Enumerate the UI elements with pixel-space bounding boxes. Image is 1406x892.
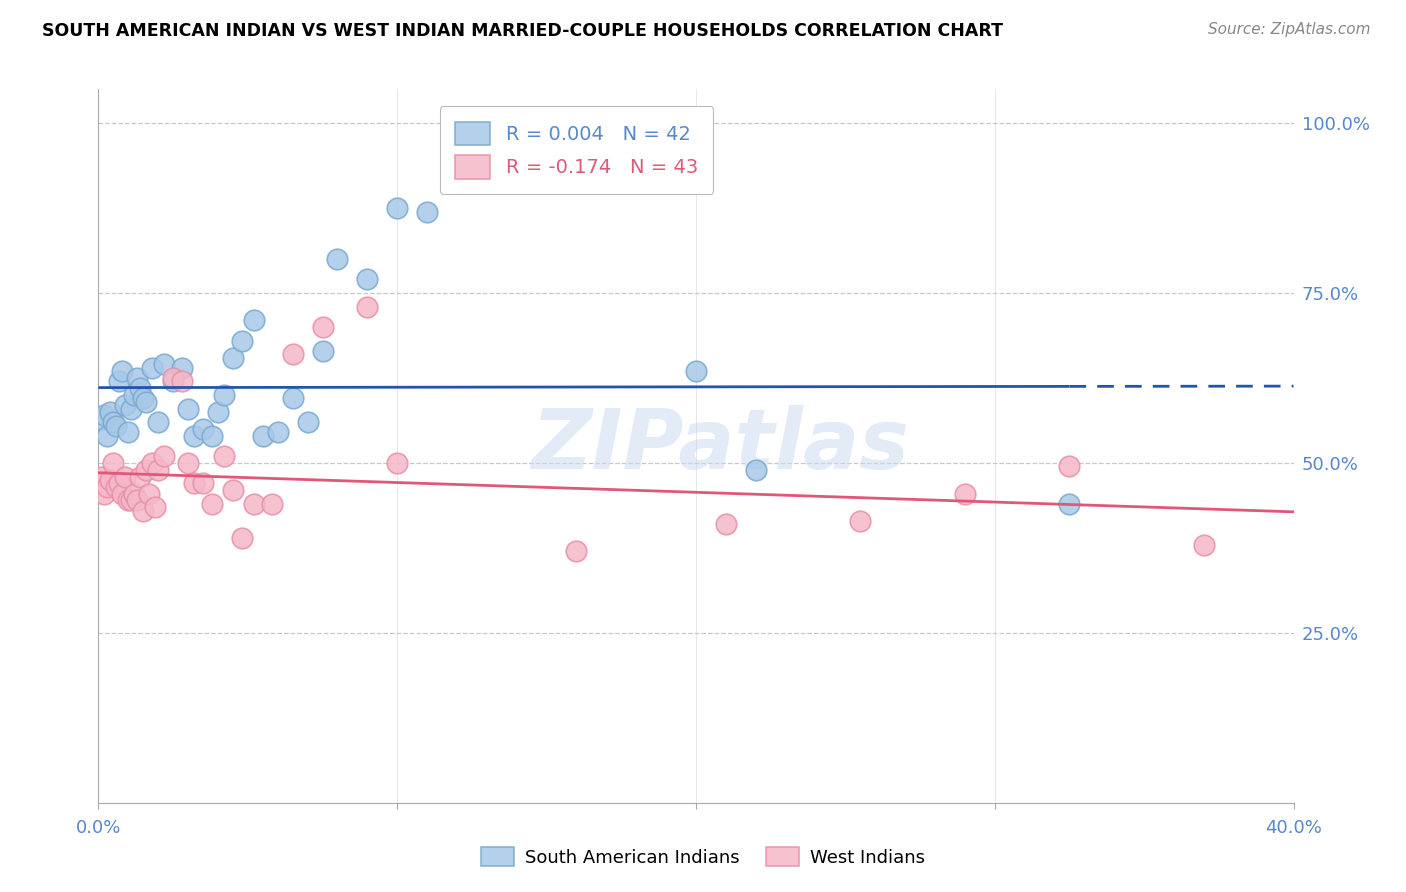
Point	[267, 425, 290, 440]
Point	[141, 456, 163, 470]
Point	[685, 364, 707, 378]
Point	[135, 463, 157, 477]
Point	[93, 409, 115, 423]
Point	[297, 415, 319, 429]
Point	[129, 381, 152, 395]
Point	[172, 375, 194, 389]
Point	[114, 398, 136, 412]
Point	[111, 486, 134, 500]
Point	[252, 429, 274, 443]
Point	[127, 371, 149, 385]
Point	[127, 493, 149, 508]
Point	[105, 418, 128, 433]
Point	[311, 320, 333, 334]
Point	[326, 252, 349, 266]
Point	[132, 392, 155, 406]
Point	[1059, 459, 1081, 474]
Point	[222, 483, 245, 498]
Point	[120, 493, 142, 508]
Point	[714, 517, 737, 532]
Point	[105, 480, 128, 494]
Point	[96, 480, 118, 494]
Point	[416, 204, 439, 219]
Point	[148, 415, 170, 429]
Point	[201, 497, 224, 511]
Point	[143, 500, 166, 515]
Point	[90, 412, 112, 426]
Point	[207, 405, 229, 419]
Point	[183, 429, 205, 443]
Point	[385, 456, 409, 470]
Point	[117, 493, 139, 508]
Point	[953, 486, 976, 500]
Point	[108, 375, 131, 389]
Point	[231, 334, 253, 348]
Legend: R = 0.004   N = 42, R = -0.174   N = 43: R = 0.004 N = 42, R = -0.174 N = 43	[440, 106, 713, 194]
Y-axis label: Married-couple Households: Married-couple Households	[0, 323, 8, 569]
Point	[93, 486, 115, 500]
Point	[162, 371, 184, 385]
Point	[201, 429, 224, 443]
Point	[1059, 497, 1081, 511]
Point	[745, 463, 768, 477]
Point	[172, 360, 194, 375]
Point	[231, 531, 253, 545]
Point	[311, 343, 333, 358]
Point	[222, 351, 245, 365]
Legend: South American Indians, West Indians: South American Indians, West Indians	[474, 840, 932, 874]
Point	[191, 476, 214, 491]
Point	[114, 469, 136, 483]
Point	[96, 429, 118, 443]
Point	[120, 401, 142, 416]
Text: ZIPatlas: ZIPatlas	[531, 406, 908, 486]
Point	[177, 456, 200, 470]
Point	[98, 473, 122, 487]
Point	[177, 401, 200, 416]
Point	[153, 449, 176, 463]
Point	[281, 392, 304, 406]
Point	[1192, 537, 1215, 551]
Point	[212, 388, 235, 402]
Point	[117, 425, 139, 440]
Text: Source: ZipAtlas.com: Source: ZipAtlas.com	[1208, 22, 1371, 37]
Point	[212, 449, 235, 463]
Point	[191, 422, 214, 436]
Point	[356, 272, 378, 286]
Point	[148, 463, 170, 477]
Point	[108, 476, 131, 491]
Point	[141, 360, 163, 375]
Point	[356, 300, 378, 314]
Point	[281, 347, 304, 361]
Point	[124, 388, 146, 402]
Point	[98, 405, 122, 419]
Point	[103, 456, 125, 470]
Point	[385, 201, 409, 215]
Point	[138, 486, 160, 500]
Point	[132, 503, 155, 517]
Point	[260, 497, 283, 511]
Point	[153, 358, 176, 372]
Point	[849, 514, 872, 528]
Point	[124, 486, 146, 500]
Point	[183, 476, 205, 491]
Point	[129, 469, 152, 483]
Text: SOUTH AMERICAN INDIAN VS WEST INDIAN MARRIED-COUPLE HOUSEHOLDS CORRELATION CHART: SOUTH AMERICAN INDIAN VS WEST INDIAN MAR…	[42, 22, 1002, 40]
Point	[135, 394, 157, 409]
Point	[243, 497, 266, 511]
Point	[103, 415, 125, 429]
Point	[111, 364, 134, 378]
Point	[243, 313, 266, 327]
Point	[162, 375, 184, 389]
Point	[565, 544, 588, 558]
Point	[90, 469, 112, 483]
